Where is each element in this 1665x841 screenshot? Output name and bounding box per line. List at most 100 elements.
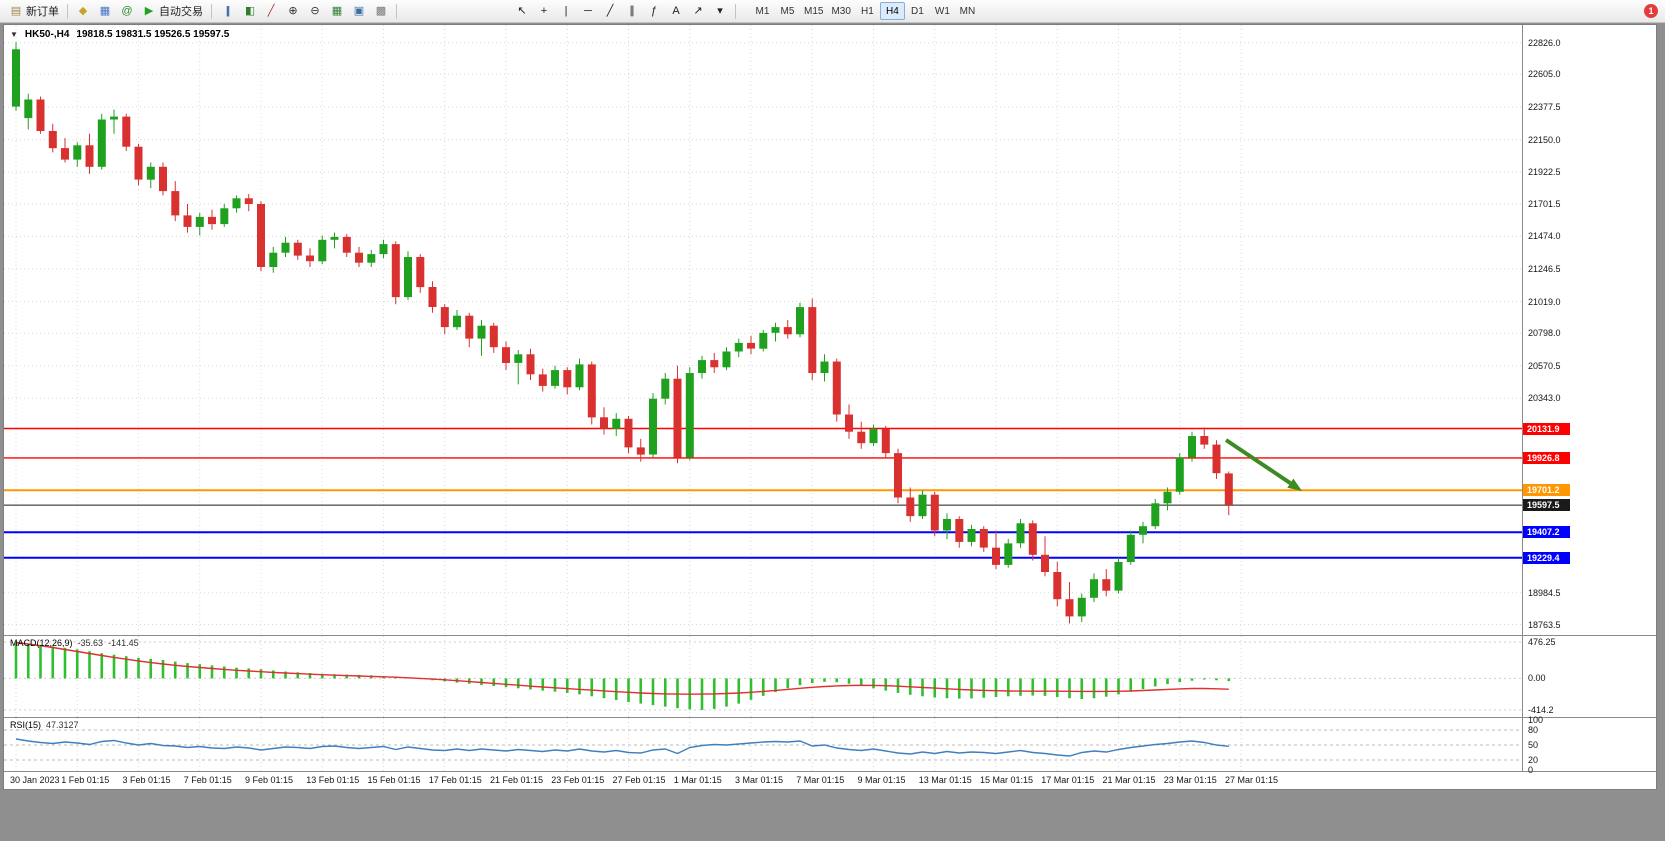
text-icon: A	[672, 4, 680, 17]
market-watch-button[interactable]: ▦	[94, 2, 116, 20]
timeframe-w1[interactable]: W1	[930, 2, 955, 20]
time-axis-label: 13 Mar 01:15	[918, 775, 972, 785]
metaquotes-button[interactable]: @	[116, 2, 138, 20]
trendline-button[interactable]: ╱	[599, 2, 621, 20]
indicators-grid-button[interactable]: ▦	[326, 2, 348, 20]
time-axis-label: 17 Mar 01:15	[1041, 775, 1095, 785]
candlestick-chart-button[interactable]: ▮▯	[238, 2, 260, 20]
auto-trading-button[interactable]: ▶ 自动交易	[138, 2, 207, 20]
axis-price-label: 21246.5	[1528, 263, 1561, 274]
text-button[interactable]: A	[665, 2, 687, 20]
axis-price-label: 20343.0	[1528, 393, 1561, 404]
chart-info-line: ▼ HK50-,H4 19818.5 19831.5 19526.5 19597…	[10, 29, 229, 40]
shapes-dropdown-button[interactable]: ▾	[709, 2, 731, 20]
toolbar-separator	[396, 3, 397, 19]
axis-price-label: 22150.0	[1528, 134, 1561, 145]
toolbar-separator	[67, 3, 68, 19]
time-axis-label: 13 Feb 01:15	[306, 775, 360, 785]
macd-axis-label: 0.00	[1528, 673, 1546, 684]
price-axis-border	[1522, 25, 1523, 771]
timeframe-h4[interactable]: H4	[879, 2, 905, 20]
equidistant-channel-button[interactable]: ∥	[621, 2, 643, 20]
rsi-panel-separator[interactable]	[4, 717, 1656, 718]
macd-axis-label: 476.25	[1528, 637, 1556, 647]
rsi-axis-label: 0	[1528, 765, 1534, 775]
macd-label: MACD(12,26,9) -35.63 -141.45	[10, 638, 139, 648]
arrow-object-icon: ↗	[693, 4, 703, 17]
macd-panel-separator[interactable]	[4, 635, 1656, 636]
time-axis-label: 1 Feb 01:15	[61, 775, 110, 785]
axis-price-label: 20570.5	[1528, 360, 1561, 371]
timeframe-m1[interactable]: M1	[750, 2, 775, 20]
zoom-out-icon: ⊖	[310, 4, 320, 17]
time-axis-label: 27 Mar 01:15	[1225, 775, 1279, 785]
time-axis-label: 15 Mar 01:15	[980, 775, 1034, 785]
zoom-in-button[interactable]: ⊕	[282, 2, 304, 20]
time-axis-label: 7 Feb 01:15	[183, 775, 232, 785]
timeframe-m15[interactable]: M15	[800, 2, 827, 20]
one-click-trading-toggle[interactable]: ▼	[10, 30, 18, 39]
time-axis-label: 3 Mar 01:15	[735, 775, 784, 785]
price-level-badge: 19926.8	[1523, 451, 1570, 464]
new-order-button[interactable]: ▤ 新订单	[5, 2, 63, 20]
line-chart-button[interactable]: ╱	[260, 2, 282, 20]
profiles-icon: ◆	[78, 4, 88, 17]
tile-windows-icon: ▣	[353, 4, 365, 17]
vertical-line-icon: |	[564, 4, 568, 17]
rsi-value: 47.3127	[46, 720, 79, 730]
macd-signal-value: -141.45	[108, 638, 139, 648]
cascade-windows-button[interactable]: ▩	[370, 2, 392, 20]
macd-name: MACD(12,26,9)	[10, 638, 73, 648]
crosshair-button[interactable]: +	[533, 2, 555, 20]
time-axis-label: 21 Mar 01:15	[1102, 775, 1156, 785]
time-axis-label: 9 Feb 01:15	[245, 775, 294, 785]
toolbar-separator	[211, 3, 212, 19]
axis-price-label: 22605.0	[1528, 69, 1561, 80]
market-watch-icon: ▦	[99, 4, 111, 17]
candlestick-chart[interactable]	[4, 25, 1522, 635]
time-axis-label: 7 Mar 01:15	[796, 775, 845, 785]
play-icon: ▶	[144, 4, 154, 17]
time-axis-label: 17 Feb 01:15	[428, 775, 482, 785]
axis-price-label: 22826.0	[1528, 37, 1561, 48]
cursor-button[interactable]: ↖	[511, 2, 533, 20]
axis-price-label: 21474.0	[1528, 231, 1561, 242]
time-axis-label: 27 Feb 01:15	[612, 775, 666, 785]
timeframe-d1[interactable]: D1	[905, 2, 930, 20]
timeframe-group: M1 M5 M15 M30 H1 H4 D1 W1 MN	[750, 2, 980, 20]
bar-chart-button[interactable]: |||	[216, 2, 238, 20]
macd-main-value: -35.63	[77, 638, 104, 648]
timeframe-m30[interactable]: M30	[827, 2, 854, 20]
time-axis-label: 23 Mar 01:15	[1163, 775, 1217, 785]
zoom-out-button[interactable]: ⊖	[304, 2, 326, 20]
indicators-grid-icon: ▦	[331, 4, 343, 17]
time-axis-label: 23 Feb 01:15	[551, 775, 605, 785]
profiles-button[interactable]: ◆	[72, 2, 94, 20]
timeframe-h1[interactable]: H1	[855, 2, 880, 20]
time-axis-label: 21 Feb 01:15	[490, 775, 544, 785]
toolbar: ▤ 新订单 ◆ ▦ @ ▶ 自动交易 ||| ▮▯ ╱ ⊕ ⊖ ▦ ▣ ▩ ↖ + | ─ ╱ ∥ ƒ A ↗ ▾ …	[0, 0, 1665, 23]
rsi-panel[interactable]	[4, 718, 1522, 771]
vertical-line-button[interactable]: |	[555, 2, 577, 20]
arrow-object-button[interactable]: ↗	[687, 2, 709, 20]
notification-badge[interactable]: 1	[1644, 4, 1658, 18]
zoom-in-icon: ⊕	[288, 4, 298, 17]
axis-price-label: 21701.5	[1528, 198, 1561, 209]
timeframe-mn[interactable]: MN	[955, 2, 980, 20]
new-order-label: 新订单	[26, 6, 59, 18]
rsi-axis-label: 50	[1528, 740, 1539, 750]
macd-panel[interactable]	[4, 636, 1522, 717]
time-axis-label: 9 Mar 01:15	[857, 775, 906, 785]
tile-windows-button[interactable]: ▣	[348, 2, 370, 20]
price-level-badge: 19701.2	[1523, 484, 1570, 497]
horizontal-line-button[interactable]: ─	[577, 2, 599, 20]
axis-price-label: 22377.5	[1528, 102, 1561, 112]
chart-window[interactable]: ▼ HK50-,H4 19818.5 19831.5 19526.5 19597…	[3, 24, 1657, 790]
fibonacci-button[interactable]: ƒ	[643, 2, 665, 20]
time-axis-separator	[4, 771, 1656, 772]
timeframe-m5[interactable]: M5	[775, 2, 800, 20]
price-level-badge: 19597.5	[1523, 499, 1570, 512]
symbol-label: HK50-,H4	[24, 29, 70, 40]
rsi-axis-label: 100	[1528, 715, 1544, 725]
cascade-windows-icon: ▩	[375, 4, 387, 17]
